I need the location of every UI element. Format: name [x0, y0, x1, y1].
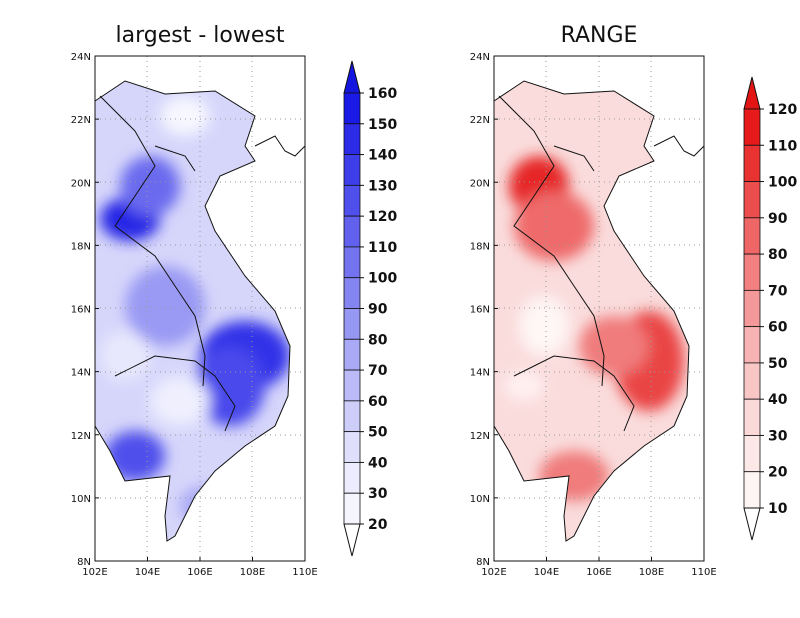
right-colorbar-label: 10 [768, 501, 788, 517]
right-colorbar-box [743, 181, 761, 219]
right-colorbar-top-arrow [743, 76, 761, 110]
right-lat-label: 18N [470, 241, 490, 252]
left-colorbar-box [343, 462, 361, 494]
left-colorbar-label: 30 [368, 486, 388, 502]
right-colorbar-label: 20 [768, 465, 788, 481]
right-colorbar-label: 60 [768, 320, 788, 336]
left-colorbar-label: 160 [368, 86, 397, 102]
grid-right [494, 56, 704, 561]
right-colorbar-label: 110 [768, 138, 797, 154]
left-colorbar-box [343, 184, 361, 217]
left-colorbar-box [343, 308, 361, 340]
right-colorbar-box [743, 471, 761, 509]
right-colorbar-label: 30 [768, 428, 788, 444]
map-panel-left [94, 55, 306, 562]
left-colorbar-label: 100 [368, 271, 397, 287]
right-lat-label: 12N [470, 431, 490, 442]
left-lat-label: 8N [77, 557, 91, 568]
left-lon-label: 106E [187, 567, 212, 578]
borders-left [94, 80, 306, 542]
left-colorbar-box [343, 277, 361, 309]
left-colorbar-label: 50 [368, 425, 388, 441]
left-colorbar-label: 140 [368, 148, 397, 164]
right-colorbar-box [743, 217, 761, 255]
right-colorbar-box [743, 435, 761, 473]
right-colorbar-box [743, 398, 761, 436]
right-lon-label: 106E [586, 567, 611, 578]
left-lat-label: 16N [71, 305, 91, 316]
left-lon-label: 102E [82, 567, 107, 578]
left-colorbar-box [343, 431, 361, 463]
right-lat-label: 20N [470, 178, 490, 189]
right-colorbar-box [743, 108, 761, 146]
left-lat-label: 14N [71, 368, 91, 379]
right-colorbar-box [743, 144, 761, 182]
right-lat-label: 8N [476, 557, 490, 568]
right-lat-label: 22N [470, 115, 490, 126]
borders-right [493, 80, 705, 542]
left-colorbar-label: 80 [368, 332, 388, 348]
right-colorbar-label: 50 [768, 356, 788, 372]
right-lon-label: 102E [481, 567, 506, 578]
right-colorbar-bottom-arrow [743, 507, 761, 541]
left-colorbar-label: 70 [368, 363, 388, 379]
left-colorbar-label: 150 [368, 117, 397, 133]
left-lon-label: 110E [292, 567, 317, 578]
left-colorbar-label: 120 [368, 209, 397, 225]
left-colorbar-bottom-arrow [343, 523, 361, 557]
left-colorbar-box [343, 492, 361, 525]
left-colorbar-box [343, 215, 361, 248]
right-map-title: RANGE [561, 23, 638, 48]
right-colorbar-box [743, 253, 761, 291]
right-colorbar-box [743, 326, 761, 364]
left-colorbar-label: 90 [368, 302, 388, 318]
map-panel-right [493, 55, 705, 562]
colorbar-left: 160 150 140 130 120 110 100 90 80 70 60 50 40 30 20 [343, 60, 397, 557]
right-lon-label: 108E [639, 567, 664, 578]
grid-left [95, 56, 305, 561]
left-colorbar-top-arrow [343, 60, 361, 94]
left-colorbar-label: 60 [368, 394, 388, 410]
right-colorbar-box [743, 289, 761, 328]
colorbar-right: 120 110 100 90 80 70 60 50 40 30 20 10 [743, 76, 797, 541]
left-lon-label: 108E [240, 567, 265, 578]
right-colorbar-label: 100 [768, 175, 797, 191]
right-lon-label: 104E [534, 567, 559, 578]
right-colorbar-box [743, 362, 761, 400]
right-colorbar-label: 90 [768, 211, 788, 227]
left-colorbar-label: 110 [368, 240, 397, 256]
right-colorbar-label: 70 [768, 283, 788, 299]
left-colorbar-box [343, 92, 361, 125]
left-lat-label: 12N [71, 431, 91, 442]
right-colorbar-label: 80 [768, 247, 788, 263]
left-lon-label: 104E [135, 567, 160, 578]
right-colorbar-label: 120 [768, 102, 797, 118]
right-lon-label: 110E [691, 567, 716, 578]
left-lat-label: 18N [71, 241, 91, 252]
left-colorbar-box [343, 246, 361, 279]
left-colorbar-box [343, 400, 361, 433]
right-lat-label: 10N [470, 494, 490, 505]
left-lat-label: 20N [71, 178, 91, 189]
left-colorbar-box [343, 338, 361, 371]
left-colorbar-label: 40 [368, 455, 388, 471]
right-lat-label: 16N [470, 305, 490, 316]
left-colorbar-label: 130 [368, 178, 397, 194]
left-colorbar-box [343, 154, 361, 186]
right-colorbar-label: 40 [768, 392, 788, 408]
left-lat-label: 22N [71, 115, 91, 126]
right-lat-label: 14N [470, 368, 490, 379]
left-lat-label: 10N [71, 494, 91, 505]
left-colorbar-label: 20 [368, 517, 388, 533]
left-colorbar-box [343, 123, 361, 155]
left-colorbar-box [343, 369, 361, 402]
left-lat-label: 24N [71, 52, 91, 63]
right-lat-label: 24N [470, 52, 490, 63]
left-map-title: largest - lowest [116, 23, 285, 48]
